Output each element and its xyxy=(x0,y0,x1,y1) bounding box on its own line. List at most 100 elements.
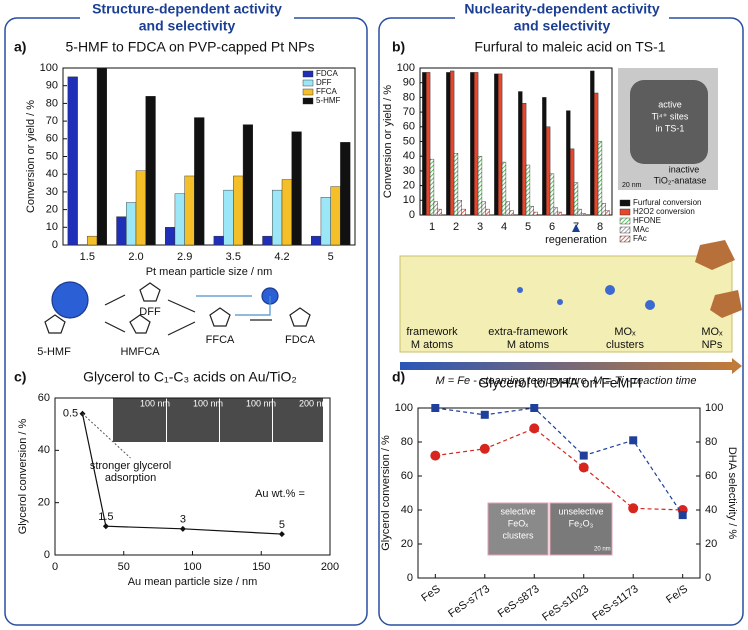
bar xyxy=(501,161,507,216)
bar xyxy=(126,202,137,246)
x-tick-label: 1.5 xyxy=(80,251,95,263)
image-label: TiO₂-anatase xyxy=(654,175,707,185)
panel-letter: b) xyxy=(392,39,405,55)
y2-tick-label: 60 xyxy=(705,470,717,482)
micrograph: active Ti⁴⁺ sites in TS-1 inactive TiO₂-… xyxy=(618,68,718,190)
x-tick-label: 200 xyxy=(321,561,339,573)
bar xyxy=(446,72,451,216)
bar xyxy=(164,227,176,246)
panel-letter: d) xyxy=(392,369,405,385)
y-tick-label: 10 xyxy=(46,221,58,233)
annotation-line xyxy=(82,413,131,459)
bar xyxy=(194,117,205,246)
legend-label: FDCA xyxy=(316,69,338,78)
bar xyxy=(570,148,575,216)
scheme-label: MOₓ xyxy=(614,326,636,338)
x-tick-label: 50 xyxy=(118,561,130,573)
marker xyxy=(529,423,540,434)
y-tick-label: 30 xyxy=(403,165,415,177)
y-tick-label: 20 xyxy=(38,497,50,509)
legend-swatch xyxy=(302,88,314,96)
y-tick-label: 60 xyxy=(46,133,58,145)
bar xyxy=(213,235,224,246)
image-label: FeOₓ xyxy=(508,518,529,528)
x-tick-label: FeS-s1023 xyxy=(540,583,591,624)
molecule-label: HMFCA xyxy=(120,346,160,358)
y-tick-label: 60 xyxy=(38,392,50,404)
bar xyxy=(281,179,292,246)
bar xyxy=(470,72,475,216)
bar xyxy=(474,72,479,216)
y-tick-label: 100 xyxy=(397,62,415,74)
annotation: stronger glycerol xyxy=(90,460,171,472)
heading: Nuclearity-dependent activity xyxy=(464,1,659,17)
scheme-label: NPs xyxy=(702,339,723,351)
scale-label: 100 nm xyxy=(193,398,223,408)
bar xyxy=(433,201,438,216)
legend-label: FAc xyxy=(633,234,647,243)
panel-letter: a) xyxy=(14,39,26,55)
panel-letter: c) xyxy=(14,369,26,385)
bar xyxy=(457,200,462,216)
bar xyxy=(450,70,455,216)
bar xyxy=(340,142,351,246)
bar xyxy=(453,153,459,216)
molecule-label: FDCA xyxy=(285,334,316,346)
y-tick-label: 100 xyxy=(40,62,58,74)
bar xyxy=(184,175,195,246)
bar xyxy=(116,216,127,246)
x-tick-label: 1 xyxy=(429,221,435,233)
bar xyxy=(145,96,156,246)
heading: and selectivity xyxy=(514,18,611,34)
bar xyxy=(601,203,606,216)
chart-title: Glycerol to DHA on FeMFI xyxy=(478,375,641,391)
marker xyxy=(179,525,186,532)
image-label: Fe₂O₃ xyxy=(569,518,594,528)
scale-label: 100 nm xyxy=(140,398,170,408)
bar xyxy=(426,72,431,216)
legend-swatch xyxy=(302,97,314,105)
bar xyxy=(461,208,466,216)
marker xyxy=(629,436,638,445)
scale-label: 20 nm xyxy=(594,547,611,553)
image-label: active xyxy=(658,99,682,109)
chart-title: Furfural to maleic acid on TS-1 xyxy=(474,39,665,55)
bar xyxy=(509,210,514,216)
y-tick-label: 70 xyxy=(403,106,415,118)
point-label: 1.5 xyxy=(98,511,113,523)
scheme-label: framework xyxy=(406,326,458,338)
legend-swatch xyxy=(619,199,631,207)
bar xyxy=(522,103,527,216)
x-tick-label: FeS xyxy=(419,583,442,604)
bar xyxy=(485,208,490,216)
y2-tick-label: 100 xyxy=(705,402,723,414)
bar xyxy=(525,164,531,216)
y-tick-label: 70 xyxy=(46,115,58,127)
scale-label: 20 nm xyxy=(622,182,642,189)
bar xyxy=(505,201,510,216)
scale-label: 100 nm xyxy=(246,398,276,408)
x-tick-label: FeS-s1173 xyxy=(590,583,640,623)
y-tick-label: 0 xyxy=(52,239,58,251)
point-label: 5 xyxy=(279,519,285,531)
x-tick-label: 8 xyxy=(597,221,603,233)
reaction-scheme xyxy=(44,281,311,336)
bar xyxy=(311,235,322,246)
marker xyxy=(430,450,441,461)
trend-line xyxy=(435,407,684,516)
micrographs: selective FeOₓ clusters unselective Fe₂O… xyxy=(487,502,613,556)
note: regeneration xyxy=(545,234,607,246)
heading: Structure-dependent activity xyxy=(92,1,282,17)
x-tick-label: 3.5 xyxy=(226,251,241,263)
scale-label: 200 nm xyxy=(299,398,329,408)
marker xyxy=(678,511,687,520)
bar xyxy=(542,97,547,216)
marker xyxy=(578,462,589,473)
marker xyxy=(628,503,639,514)
image-label: selective xyxy=(500,506,535,516)
y2-tick-label: 20 xyxy=(705,538,717,550)
y-tick-label: 20 xyxy=(403,180,415,192)
y-tick-label: 100 xyxy=(395,402,413,414)
legend-label: DFF xyxy=(316,78,332,87)
y-tick-label: 40 xyxy=(403,150,415,162)
